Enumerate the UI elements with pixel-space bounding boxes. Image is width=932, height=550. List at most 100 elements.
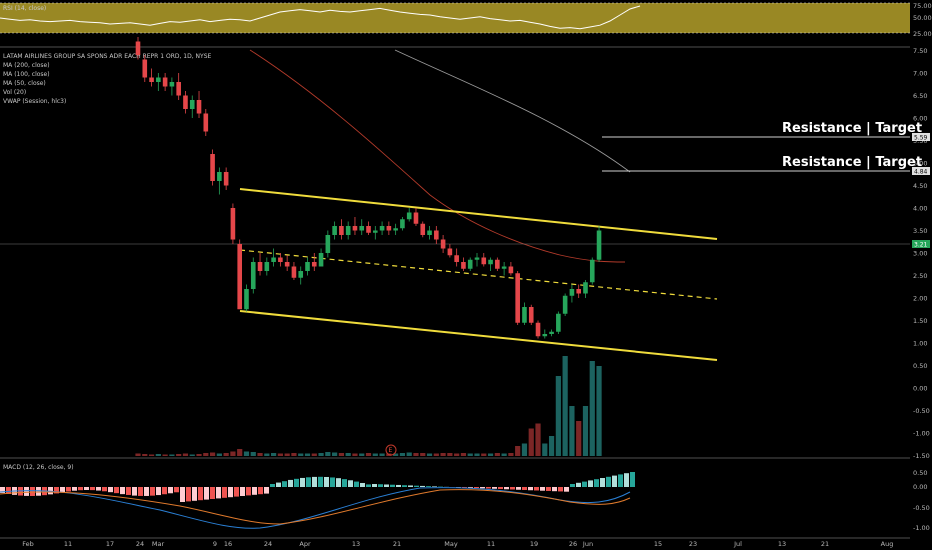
macd-bar xyxy=(264,487,269,494)
candle-body xyxy=(379,226,385,231)
volume-bar xyxy=(135,453,141,456)
candle-body xyxy=(264,262,270,271)
volume-bar xyxy=(467,453,473,456)
earnings-marker[interactable] xyxy=(385,444,397,456)
time-tick: 13 xyxy=(778,540,786,548)
macd-bar xyxy=(144,487,149,496)
price-tick: 1.50 xyxy=(913,317,927,325)
volume-bar xyxy=(406,452,412,456)
volume-bar xyxy=(365,453,372,456)
resistance-label-1: Resistance | Target xyxy=(782,121,922,136)
candle-body xyxy=(528,307,534,323)
candle-body xyxy=(474,257,480,260)
candle-body xyxy=(311,262,317,267)
candle-body xyxy=(495,259,500,269)
macd-bar xyxy=(204,487,209,500)
price-tick: 3.00 xyxy=(913,250,927,258)
signal-line xyxy=(0,489,631,525)
candle-body xyxy=(291,266,297,278)
candle-body xyxy=(244,289,249,310)
macd-bar xyxy=(306,477,311,487)
candle-body xyxy=(298,271,304,278)
channel-upper xyxy=(239,188,718,240)
macd-tick-0.00: 0.00 xyxy=(913,483,927,491)
candle-body xyxy=(583,282,588,294)
macd-tick--0.50: -0.50 xyxy=(913,504,930,512)
volume-bar xyxy=(325,452,331,456)
macd-bar xyxy=(84,487,89,491)
macd-bar xyxy=(528,487,533,491)
candle-body xyxy=(434,230,439,240)
macd-bar xyxy=(6,487,11,494)
price-tick: -1.50 xyxy=(913,452,930,460)
macd-bar xyxy=(162,487,167,495)
volume-bar xyxy=(338,453,344,456)
candle-body xyxy=(210,154,215,181)
volume-bar xyxy=(508,453,514,456)
price-tick: 0.00 xyxy=(913,385,927,393)
candle-body xyxy=(542,334,548,337)
macd-bar xyxy=(246,487,251,496)
channel-mid xyxy=(239,249,718,300)
macd-bar xyxy=(72,487,77,491)
time-tick: 9 xyxy=(213,540,217,548)
candle-body xyxy=(488,259,493,265)
time-tick: Feb xyxy=(22,540,34,548)
badge-resistance-2 xyxy=(912,167,930,175)
candle-body xyxy=(284,262,290,267)
macd-bar xyxy=(486,487,491,489)
legend-vol: Vol (20) xyxy=(3,89,26,96)
macd-bar xyxy=(540,487,545,491)
price-tick: 4.50 xyxy=(913,182,927,190)
rsi-tick-75: 75.00 xyxy=(913,2,932,10)
rsi-tick-25: 25.00 xyxy=(913,30,932,38)
volume-bar xyxy=(332,452,338,456)
macd-bar xyxy=(90,487,95,491)
candles xyxy=(135,37,602,339)
candle-body xyxy=(352,226,358,231)
volume-bar xyxy=(155,454,161,456)
macd-bar xyxy=(324,476,329,487)
time-tick: 21 xyxy=(393,540,401,548)
volume-bar xyxy=(189,454,195,456)
volume-bar xyxy=(311,453,317,456)
macd-bar xyxy=(576,482,581,487)
macd-bar xyxy=(498,487,503,490)
volume-bar xyxy=(555,376,561,456)
rsi-pane: RSI (14, close) 75.00 50.00 25.00 xyxy=(0,2,932,38)
volume-bar xyxy=(318,453,324,456)
macd-bar xyxy=(492,487,497,489)
macd-bar xyxy=(48,487,53,495)
rsi-label: RSI (14, close) xyxy=(3,5,46,12)
volume-bar xyxy=(243,451,250,456)
time-tick: May xyxy=(444,540,458,548)
candle-body xyxy=(366,226,371,233)
volume-bar xyxy=(250,452,256,456)
volume-bar xyxy=(209,452,216,456)
candle-body xyxy=(400,219,405,229)
candle-body xyxy=(237,244,242,310)
price-tick: -0.50 xyxy=(913,407,930,415)
volume-bar xyxy=(162,454,168,456)
macd-bar xyxy=(612,475,617,487)
volume-bar xyxy=(582,406,589,456)
macd-bar xyxy=(114,487,119,494)
macd-line xyxy=(0,487,631,529)
macd-bar xyxy=(174,487,179,493)
macd-bar xyxy=(132,487,137,496)
ma200-line xyxy=(394,49,631,173)
candle-body xyxy=(183,95,188,109)
candle-body xyxy=(345,226,351,235)
candle-body xyxy=(305,262,310,271)
macd-bar xyxy=(96,487,101,491)
volume-bar xyxy=(291,453,297,456)
macd-bar xyxy=(180,487,185,502)
time-tick: Jul xyxy=(733,540,742,548)
macd-bar xyxy=(312,476,317,487)
candle-body xyxy=(535,322,541,337)
macd-bar xyxy=(510,487,515,490)
price-tick: 0.50 xyxy=(913,362,927,370)
time-tick: 24 xyxy=(264,540,272,548)
volume-bar xyxy=(223,453,229,456)
